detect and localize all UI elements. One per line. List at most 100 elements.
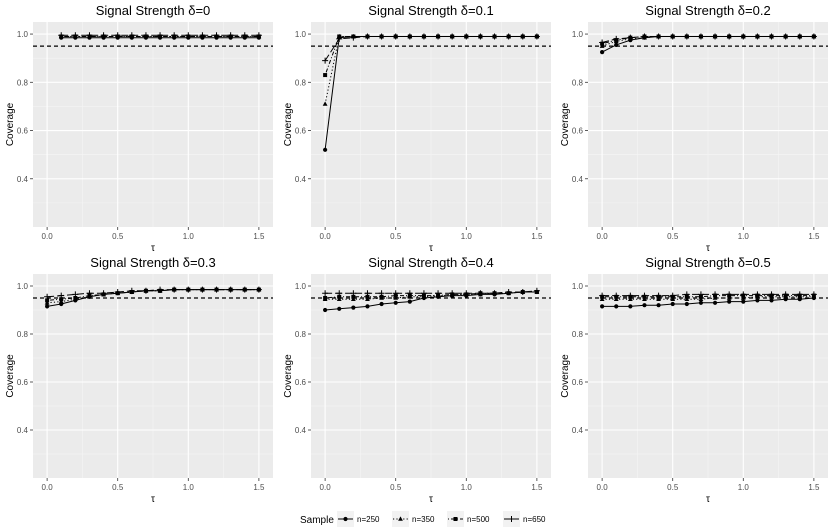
data-point (519, 33, 526, 40)
data-point (379, 294, 384, 299)
legend-marker (508, 516, 515, 522)
y-tick-label: 0.6 (572, 378, 584, 387)
data-point (407, 299, 412, 304)
data-point (627, 292, 634, 299)
data-point (350, 34, 357, 41)
data-point (337, 306, 342, 311)
y-tick-label: 0.4 (295, 426, 307, 435)
x-tick-label: 1.5 (253, 232, 265, 241)
data-point (768, 291, 775, 298)
data-point (185, 32, 192, 39)
x-tick-label: 0.0 (320, 232, 332, 241)
legend-label: n=350 (412, 515, 435, 524)
series-n=650 (322, 33, 540, 64)
data-point (600, 304, 605, 309)
data-point (73, 296, 78, 300)
data-point (45, 304, 50, 309)
y-tick-label: 0.4 (572, 426, 584, 435)
data-point (755, 298, 760, 303)
data-point (86, 290, 93, 297)
x-axis-label: τ (151, 494, 155, 505)
data-point (727, 299, 732, 304)
data-point (171, 32, 178, 39)
data-point (754, 33, 761, 40)
data-point (613, 35, 620, 42)
data-point (477, 290, 484, 297)
x-tick-label: 0.0 (42, 483, 54, 492)
data-point (45, 298, 50, 303)
y-tick-label: 0.6 (295, 127, 307, 136)
panel-1: 0.0 0.5 1.0 1.5 0.4 0.6 0.8 1.0 Signal Strength … (5, 3, 273, 254)
x-tick-label: 0.0 (320, 483, 332, 492)
legend-marker (343, 516, 348, 522)
y-axis-label: Coverage (560, 354, 571, 398)
data-point (740, 33, 747, 40)
data-point (199, 286, 206, 293)
data-point (157, 32, 164, 39)
series-line (325, 291, 537, 299)
series-line (325, 290, 537, 294)
data-point (477, 33, 484, 40)
data-point (741, 299, 746, 304)
data-point (393, 300, 398, 305)
x-tick-label: 1.0 (183, 232, 195, 241)
data-point (336, 290, 343, 297)
data-point (519, 289, 526, 295)
data-point (600, 50, 605, 55)
data-point (641, 292, 648, 299)
legend-label: n=500 (467, 515, 490, 524)
y-tick-label: 1.0 (572, 30, 584, 39)
data-point (669, 292, 676, 299)
data-point (491, 33, 498, 40)
x-tick-label: 1.5 (531, 232, 543, 241)
legend-item-n=650: n=650 (503, 511, 546, 527)
y-tick-label: 0.6 (295, 378, 307, 387)
data-point (128, 287, 135, 294)
x-axis-label: τ (429, 243, 433, 254)
panel-title: Signal Strength δ=0.4 (368, 255, 493, 270)
x-tick-label: 0.5 (112, 232, 124, 241)
y-tick-label: 0.8 (295, 330, 307, 339)
data-point (392, 290, 399, 297)
legend-item-n=500: n=500 (447, 511, 490, 527)
data-point (114, 289, 121, 295)
data-point (698, 300, 704, 305)
data-point (683, 33, 690, 40)
data-point (171, 286, 178, 293)
y-tick-label: 1.0 (295, 30, 307, 39)
data-point (364, 290, 371, 297)
data-point (378, 33, 385, 40)
data-point (697, 33, 704, 40)
series-line (602, 295, 814, 298)
data-point (128, 32, 135, 39)
data-point (712, 33, 719, 40)
data-point (323, 296, 328, 300)
y-axis-label: Coverage (5, 354, 16, 398)
data-point (655, 292, 662, 299)
x-tick-label: 1.5 (253, 483, 265, 492)
legend-marker (453, 517, 458, 521)
data-point (351, 294, 356, 299)
series-n=650 (599, 291, 817, 299)
x-tick-label: 0.5 (667, 232, 679, 241)
data-point (378, 290, 385, 297)
data-point (227, 32, 234, 39)
data-point (435, 290, 442, 297)
y-tick-label: 0.6 (17, 127, 29, 136)
data-point (114, 32, 121, 39)
data-point (213, 286, 220, 293)
legend-item-n=250: n=250 (337, 511, 380, 527)
data-point (463, 33, 470, 40)
data-point (726, 33, 733, 40)
x-tick-label: 0.0 (597, 483, 609, 492)
x-tick-label: 1.0 (738, 483, 750, 492)
data-point (614, 42, 619, 48)
data-point (58, 292, 65, 299)
x-tick-label: 1.5 (808, 232, 820, 241)
y-tick-label: 0.8 (572, 330, 584, 339)
x-tick-label: 0.5 (390, 232, 402, 241)
data-point (449, 33, 456, 40)
data-point (322, 290, 329, 297)
data-point (406, 33, 413, 40)
data-point (350, 290, 357, 297)
